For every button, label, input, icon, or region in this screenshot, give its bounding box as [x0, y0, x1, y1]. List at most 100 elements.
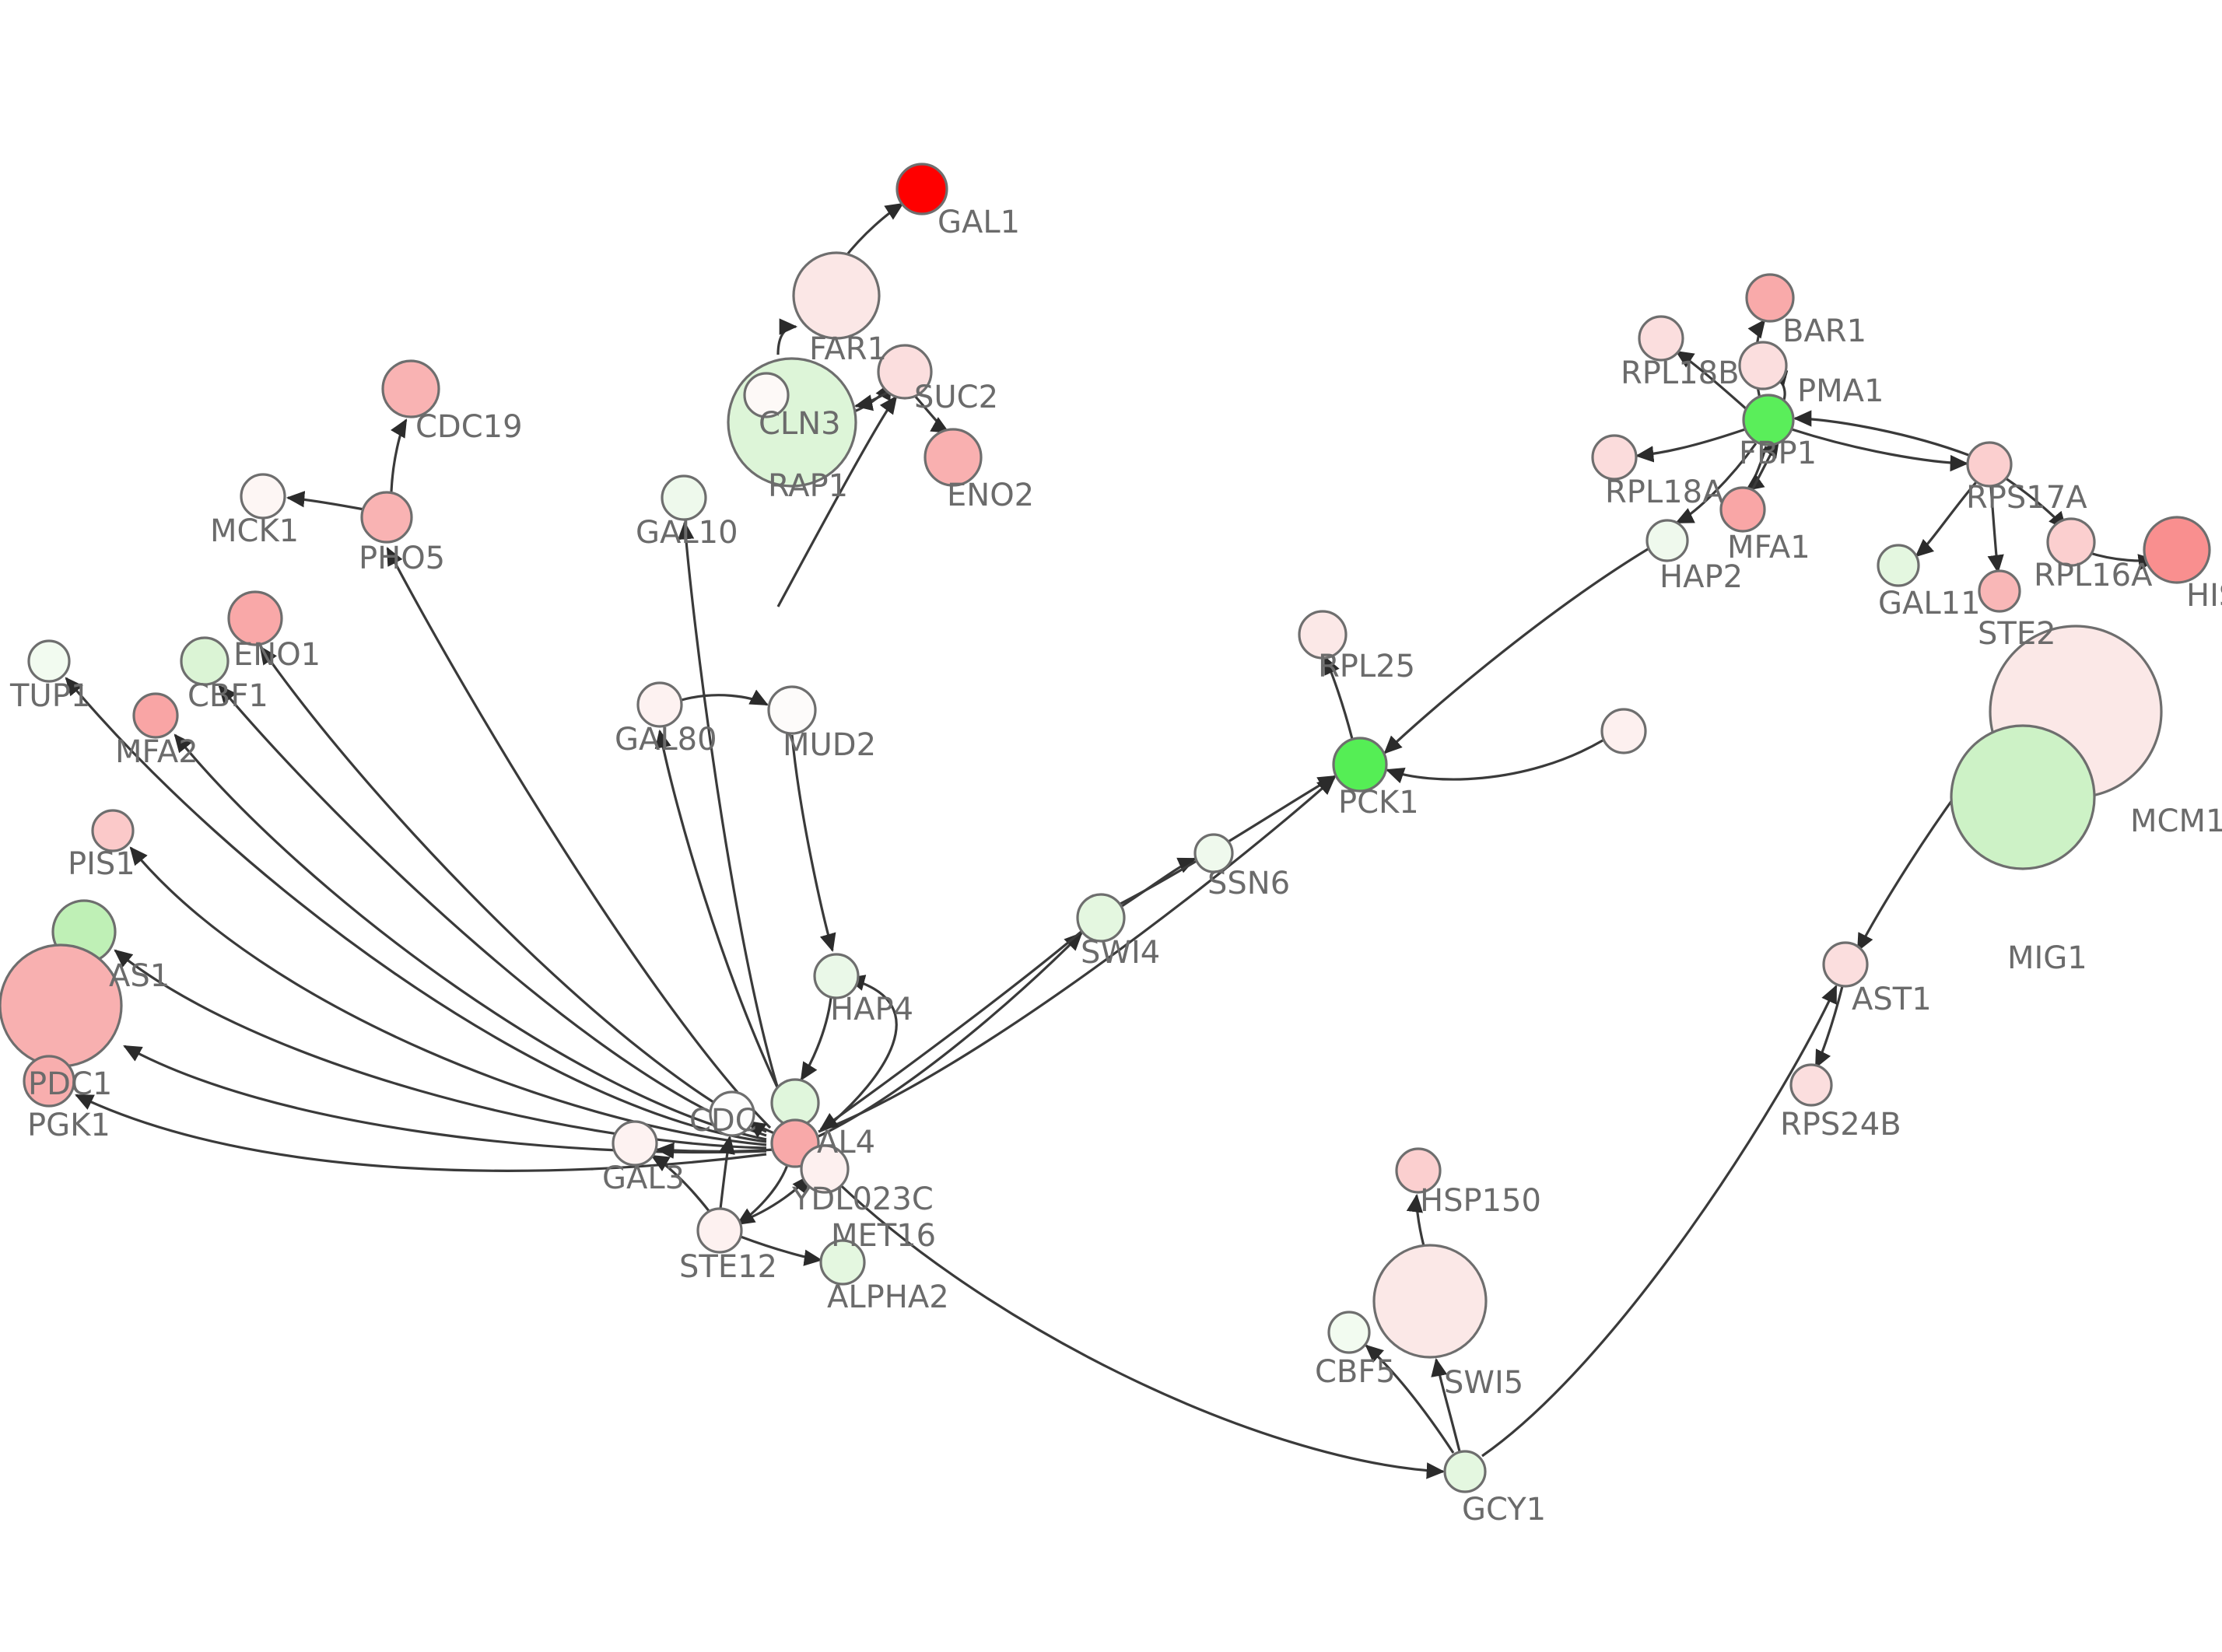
node-rap1[interactable] [743, 372, 790, 418]
edge-fbp1-to-hap2[interactable] [1675, 443, 1758, 524]
node-pdc1[interactable] [0, 943, 123, 1068]
node-label-pho5: PHO5 [359, 541, 445, 576]
node-cdc19[interactable] [381, 359, 440, 418]
node-alpha2[interactable] [819, 1239, 866, 1286]
node-label-swi4: SWI4 [1081, 935, 1160, 971]
edge-suc2-to-cln3[interactable] [853, 391, 888, 411]
edge-rap1-to-suc2[interactable] [776, 395, 898, 607]
edge-gal4-to-mfa2[interactable] [173, 733, 767, 1141]
edge-gal4_green-to-gal10[interactable] [678, 520, 780, 1090]
edge-gal4-to-pdc1[interactable] [123, 1045, 767, 1154]
node-gal10[interactable] [661, 474, 707, 521]
node-rpl18b[interactable] [1638, 315, 1684, 362]
node-bar1[interactable] [1745, 273, 1795, 323]
node-rpl18a[interactable] [1591, 434, 1638, 481]
node-ast1[interactable] [1822, 941, 1869, 988]
edge-ste12-to-gal3[interactable] [650, 1154, 711, 1213]
node-node_unl[interactable] [1600, 708, 1647, 754]
edge-rps17a-to-ste2[interactable] [1987, 485, 2004, 574]
node-ste12[interactable] [696, 1207, 743, 1254]
edge-gal4-to-hap4[interactable] [831, 975, 898, 1124]
node-ste2[interactable] [1978, 569, 2021, 613]
node-rpl16a[interactable] [2046, 517, 2096, 567]
node-his4[interactable] [2143, 516, 2211, 584]
node-rpl25[interactable] [1298, 610, 1348, 660]
node-ssn6[interactable] [1193, 833, 1234, 873]
edge-gal4-to-pck1[interactable] [818, 776, 1336, 1133]
node-gal80[interactable] [636, 681, 683, 728]
node-eno1[interactable] [227, 590, 283, 646]
edge-pck1-to-rpl25[interactable] [1323, 656, 1354, 740]
edge-gal4-to-pho5[interactable] [386, 547, 772, 1129]
edge-gal4-to-gal3[interactable] [655, 1142, 775, 1159]
node-gal1[interactable] [895, 163, 948, 215]
edge-fbp1-to-rps17a[interactable] [1791, 428, 1969, 472]
edge-fbp1-to-rpl18b[interactable] [1675, 350, 1750, 412]
node-far1[interactable] [792, 251, 881, 340]
edge-swi4-to-gal4[interactable] [819, 929, 1085, 1131]
edge-gal80-to-mud2[interactable] [681, 689, 769, 706]
edge-gal4-to-gas1[interactable] [114, 949, 767, 1150]
node-hap2[interactable] [1645, 519, 1689, 562]
node-mck1[interactable] [240, 473, 286, 520]
edge-gal4-to-tup1[interactable] [65, 677, 767, 1143]
edge-cln3-to-far1[interactable] [776, 318, 798, 355]
edge-node_unl-to-pck1[interactable] [1385, 739, 1603, 784]
edge-gal4_green-to-gal80[interactable] [654, 729, 780, 1090]
node-mud2[interactable] [767, 685, 817, 735]
node-pgk1[interactable] [23, 1055, 75, 1108]
node-cbf1[interactable] [180, 636, 230, 686]
edge-hap2-to-pck1[interactable] [1383, 548, 1649, 754]
node-label-his4: HIS4 [2186, 578, 2222, 614]
edge-gal4-to-gcy1[interactable] [814, 1159, 1446, 1479]
node-pis1[interactable] [91, 809, 135, 852]
edge-far1-to-gal1[interactable] [843, 202, 904, 259]
node-mfa2[interactable] [132, 692, 179, 739]
node-mig1[interactable] [1950, 724, 2096, 870]
edge-swi4-to-pck1[interactable] [1120, 775, 1337, 905]
edge-fbp1-to-rpl18a[interactable] [1635, 428, 1746, 463]
edge-pho5-to-cdc19[interactable] [390, 418, 408, 492]
edge-mud2-to-hap4[interactable] [790, 734, 836, 953]
edge-hap4-to-gal4_green[interactable] [800, 997, 832, 1081]
edge-swi4-to-ssn6[interactable] [1121, 857, 1197, 908]
node-fbp1[interactable] [1742, 394, 1795, 446]
node-swi4[interactable] [1076, 893, 1126, 943]
edge-gal4-to-eno1[interactable] [259, 646, 767, 1133]
edge-gcy1-to-swi5[interactable] [1431, 1357, 1461, 1452]
node-gcy1[interactable] [1443, 1450, 1487, 1493]
node-cbf5[interactable] [1327, 1311, 1371, 1354]
node-suc2[interactable] [877, 344, 933, 400]
node-rps24b[interactable] [1789, 1063, 1833, 1107]
edge-ste12-to-alpha2[interactable] [740, 1235, 823, 1266]
edge-gal4-to-cbf1[interactable] [218, 684, 767, 1137]
node-pck1[interactable] [1332, 737, 1388, 793]
node-mfa1[interactable] [1719, 486, 1766, 533]
node-cdc68[interactable] [709, 1090, 755, 1137]
node-pma1[interactable] [1738, 341, 1788, 390]
edge-ste12-to-cdc68[interactable] [718, 1135, 735, 1209]
node-rps17a[interactable] [1966, 441, 2013, 488]
node-pho5[interactable] [360, 491, 413, 544]
edge-gal4-to-ste12[interactable] [736, 1164, 789, 1226]
edge-rps17a-to-fbp1[interactable] [1793, 410, 1969, 457]
node-eno2[interactable] [923, 428, 983, 487]
node-hsp150[interactable] [1395, 1147, 1442, 1194]
edge-gcy1-to-cbf5[interactable] [1365, 1344, 1455, 1454]
edge-ast1-to-rps24b[interactable] [1814, 985, 1844, 1069]
edge-gcy1-to-ast1[interactable] [1481, 985, 1838, 1458]
edge-pho5-to-mck1[interactable] [286, 491, 365, 511]
edge-swi5-to-hsp150[interactable] [1406, 1193, 1425, 1247]
node-label-rps24b: RPS24B [1780, 1107, 1901, 1143]
node-ydl023c[interactable] [800, 1144, 850, 1194]
node-gal11[interactable] [1877, 544, 1920, 587]
node-tup1[interactable] [27, 639, 71, 683]
node-hap4[interactable] [813, 953, 860, 999]
node-swi5[interactable] [1372, 1244, 1488, 1359]
edge-rps17a-to-gal11[interactable] [1915, 481, 1978, 558]
edge-gal4-to-pis1[interactable] [129, 846, 767, 1146]
node-label-cbf1: CBF1 [188, 678, 268, 714]
node-gal3[interactable] [612, 1120, 658, 1167]
node-label-gal4: AL4 [817, 1125, 875, 1160]
